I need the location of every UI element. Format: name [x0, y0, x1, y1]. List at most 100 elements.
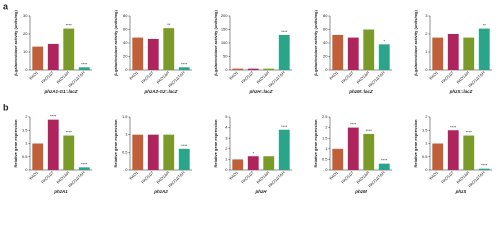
x-axis-label: phzA2-G2::lacZ — [143, 89, 177, 94]
x-tick-label: PAO1ΔH — [55, 70, 70, 85]
x-tick-label: PAO1ΔTΔH — [167, 70, 185, 88]
x-tick-label: PAO1ΔH — [455, 170, 470, 185]
x-tick-label: PAO1 — [128, 69, 139, 80]
x-tick-label: PAO1ΔH — [255, 70, 270, 85]
significance: **** — [381, 158, 388, 163]
y-axis-label: β-galactosidase activity (units/mg) — [113, 10, 118, 76]
bar — [132, 37, 144, 70]
significance: **** — [66, 23, 73, 28]
y-tick-label: 0 — [125, 167, 128, 172]
y-tick-label: 40 — [323, 40, 328, 45]
bar — [447, 34, 459, 70]
bar — [63, 28, 75, 71]
bar — [232, 159, 244, 170]
bar — [463, 135, 475, 170]
x-tick-label: PAO1 — [28, 69, 39, 80]
y-tick-label: 2.5 — [322, 114, 328, 119]
x-tick-label: PAO1ΔH — [155, 170, 170, 185]
x-tick-label: PAO1 — [328, 169, 339, 180]
bar — [78, 167, 90, 170]
significance: ** — [167, 22, 171, 27]
y-tick-label: 0 — [325, 67, 328, 72]
y-axis-label: Relative gene expression — [213, 119, 218, 168]
y-tick-label: 0.5 — [22, 154, 28, 159]
bar — [332, 148, 344, 170]
x-tick-label: PAO1ΔH — [155, 70, 170, 85]
x-tick-label: PAO1ΔTΔH — [67, 70, 85, 88]
bar — [63, 135, 75, 170]
bar — [363, 29, 375, 70]
y-tick-label: 3 — [225, 135, 228, 140]
x-tick-label: PAO1 — [228, 169, 239, 180]
y-tick-label: 0 — [425, 167, 428, 172]
bar — [263, 156, 275, 170]
y-tick-label: 200 — [221, 13, 228, 18]
x-tick-label: PAO1ΔTΔH — [367, 70, 385, 88]
x-tick-label: PAO1ΔH — [455, 70, 470, 85]
y-tick-label: 2 — [25, 114, 28, 119]
y-tick-label: 4 — [225, 125, 228, 130]
x-axis-label: phzA1 — [53, 189, 68, 194]
y-tick-label: 100 — [221, 40, 228, 45]
significance: **** — [50, 114, 57, 119]
x-axis-label: phzM — [354, 189, 367, 194]
significance: **** — [66, 130, 73, 135]
y-tick-label: 0.5 — [322, 156, 328, 161]
x-tick-label: PAO1ΔT — [140, 170, 155, 185]
significance: **** — [281, 124, 288, 129]
significance: **** — [366, 128, 373, 133]
y-tick-label: 30 — [23, 13, 28, 18]
x-tick-label: PAO1 — [328, 69, 339, 80]
x-tick-label: PAO1ΔTΔH — [267, 70, 285, 88]
significance: **** — [181, 61, 188, 66]
x-tick-label: PAO1 — [228, 69, 239, 80]
bar — [178, 148, 190, 170]
panel-label: a — [3, 1, 9, 11]
significance: ** — [483, 23, 487, 28]
bar — [263, 68, 275, 70]
x-axis-label: phzS::lacZ — [449, 89, 473, 94]
significance: **** — [181, 143, 188, 148]
y-tick-label: 150 — [221, 27, 228, 32]
bar — [32, 143, 44, 170]
bar — [147, 38, 159, 70]
y-tick-label: 0.5 — [122, 149, 128, 154]
x-tick-label: PAO1 — [28, 169, 39, 180]
x-tick-label: PAO1ΔT — [340, 170, 355, 185]
x-tick-label: PAO1 — [428, 169, 439, 180]
y-tick-label: 1.5 — [422, 127, 428, 132]
y-tick-label: 1 — [125, 132, 128, 137]
y-tick-label: 50 — [223, 54, 228, 59]
y-tick-label: 1.5 — [122, 114, 128, 119]
y-tick-label: 0.5 — [422, 154, 428, 159]
x-tick-label: PAO1ΔT — [440, 70, 455, 85]
y-tick-label: 2 — [425, 114, 428, 119]
y-tick-label: 2 — [325, 125, 328, 130]
y-tick-label: 20 — [323, 54, 328, 59]
y-tick-label: 1 — [425, 49, 428, 54]
bar — [47, 119, 59, 170]
panel-label: b — [3, 102, 9, 112]
significance: **** — [450, 124, 457, 129]
y-tick-label: 1.5 — [22, 127, 28, 132]
significance: **** — [350, 122, 357, 127]
bar — [432, 37, 444, 70]
y-axis-label: β-galactosidase activity (units/mg) — [313, 10, 318, 76]
y-tick-label: 1 — [325, 146, 328, 151]
bar — [278, 129, 290, 170]
y-tick-label: 60 — [123, 27, 128, 32]
y-tick-label: 0 — [25, 167, 28, 172]
x-tick-label: PAO1ΔH — [355, 70, 370, 85]
bar — [132, 134, 144, 170]
y-tick-label: 1 — [425, 141, 428, 146]
bar — [232, 68, 244, 70]
bar — [378, 44, 390, 70]
y-tick-label: 0 — [325, 167, 328, 172]
significance: **** — [481, 163, 488, 168]
y-tick-label: 2 — [425, 31, 428, 36]
x-tick-label: PAO1ΔH — [255, 170, 270, 185]
bar — [463, 37, 475, 70]
x-axis-label: phzS — [455, 189, 467, 194]
significance: * — [383, 38, 385, 43]
